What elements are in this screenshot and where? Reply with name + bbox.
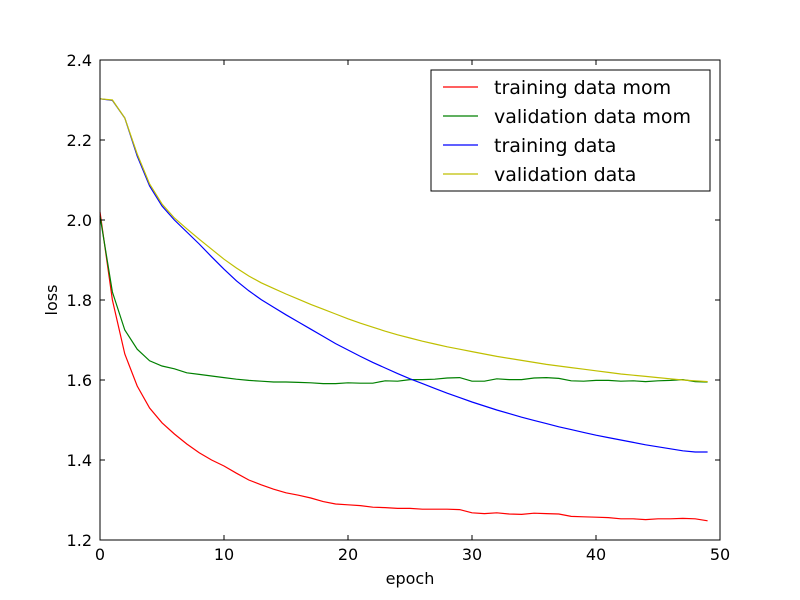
y-tick-label: 1.4 (67, 451, 92, 470)
series-line-3 (99, 98, 708, 383)
x-tick-label: 40 (586, 545, 606, 564)
series-line-0 (99, 211, 708, 522)
legend-label-2: training data (494, 135, 616, 157)
legend-label-3: validation data (494, 164, 636, 186)
x-tick-label: 10 (214, 545, 234, 564)
y-tick-label: 1.8 (67, 291, 92, 310)
series-layer (99, 98, 708, 522)
x-tick-label: 30 (462, 545, 482, 564)
y-tick-label: 2.2 (67, 131, 92, 150)
y-tick-label: 1.2 (67, 531, 92, 550)
series-line-2 (99, 98, 708, 453)
x-axis-label: epoch (386, 569, 435, 588)
legend-box (430, 69, 711, 192)
ticks-layer: 0 10 20 30 40 50 1.2 1.4 1.6 1.8 2.0 2.2 2.4 (67, 51, 731, 564)
y-tick-label: 2.0 (67, 211, 92, 230)
legend-label-0: training data mom (494, 77, 671, 99)
legend-label-1: validation data mom (494, 106, 691, 128)
x-tick-label: 50 (710, 545, 730, 564)
x-tick-label: 20 (338, 545, 358, 564)
series-line-1 (99, 215, 708, 385)
y-tick-label: 2.4 (67, 51, 92, 70)
y-axis-label: loss (42, 285, 61, 316)
x-tick-label: 0 (95, 545, 105, 564)
y-tick-label: 1.6 (67, 371, 92, 390)
legend: training data mom validation data mom trai… (430, 69, 711, 192)
